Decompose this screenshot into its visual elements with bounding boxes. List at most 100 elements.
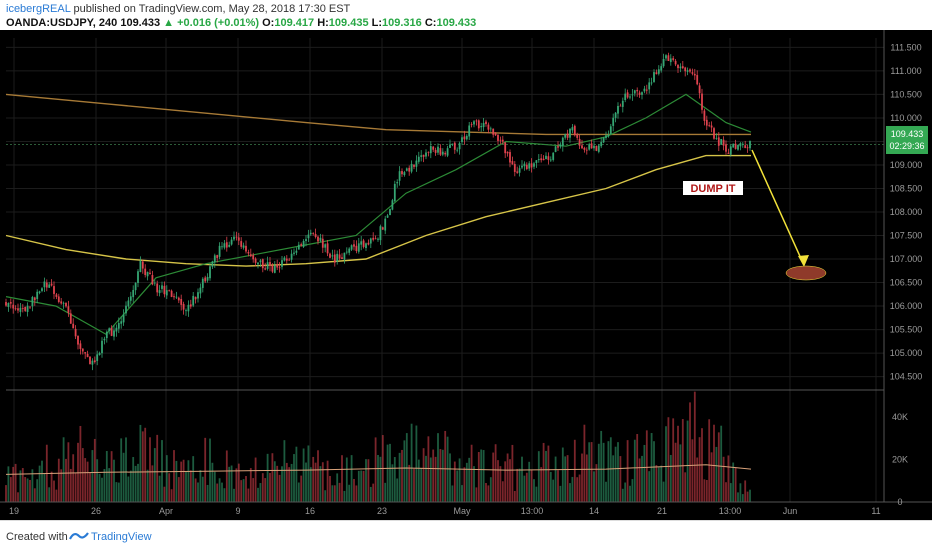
volume-bar [36, 479, 39, 502]
candle-body [746, 147, 749, 149]
candle-body [720, 139, 723, 145]
candle-body [523, 163, 526, 167]
volume-bar [307, 445, 310, 502]
candle-body [549, 159, 552, 161]
volume-bar [302, 448, 305, 502]
volume-bar [641, 455, 643, 502]
candle-body [497, 134, 499, 141]
candle-body [187, 304, 190, 312]
candle-body [72, 323, 75, 329]
candle-body [619, 105, 622, 107]
volume-bar [297, 482, 300, 502]
time-tick-label: 21 [657, 506, 667, 516]
volume-bar [33, 488, 36, 502]
volume-bar [353, 478, 355, 502]
volume-bar [110, 451, 113, 502]
candle-body [96, 354, 99, 361]
candle-body [427, 151, 430, 153]
candle-body [321, 238, 324, 248]
volume-bar [60, 469, 63, 502]
close-label: C: [424, 17, 437, 29]
volume-bar [89, 472, 91, 502]
candle-body [223, 243, 226, 248]
volume-bar [429, 457, 432, 502]
volume-bar [494, 444, 497, 502]
volume-bar [696, 457, 699, 502]
price-chart[interactable]: 111.500111.000110.500110.000109.500109.0… [0, 30, 932, 520]
volume-bar [62, 437, 65, 502]
price-tag-countdown: 02:29:36 [889, 141, 924, 151]
symbol-label[interactable]: OANDA:USDJPY, 240 [6, 17, 118, 29]
candle-body [153, 282, 156, 284]
volume-bar [41, 460, 43, 502]
volume-bar [444, 430, 447, 502]
volume-bar [612, 455, 615, 502]
candle-body [357, 243, 360, 252]
candle-body [451, 143, 454, 145]
created-with-label: Created with [6, 531, 68, 543]
up-arrow-icon: ▲ [163, 17, 175, 29]
price-tick-label: 107.500 [890, 231, 923, 241]
author-link[interactable]: icebergREAL [6, 3, 71, 15]
candle-body [393, 183, 396, 202]
volume-bar [343, 490, 346, 502]
volume-bar [633, 439, 636, 502]
candle-body [245, 245, 247, 252]
time-tick-label: Jun [783, 506, 798, 516]
candle-body [583, 147, 586, 150]
volume-bar [209, 438, 211, 502]
candle-body [473, 121, 475, 125]
candle-body [305, 239, 307, 241]
volume-bar [218, 478, 221, 502]
candle-body [125, 305, 127, 314]
volume-bar [552, 479, 555, 502]
volume-bar [480, 449, 483, 502]
volume-bar [137, 463, 139, 502]
volume-bar [336, 473, 339, 502]
tradingview-link[interactable]: TradingView [91, 531, 152, 543]
volume-bar [163, 486, 166, 502]
candle-body [458, 143, 461, 150]
volume-bar [600, 430, 603, 502]
candle-body [588, 144, 591, 150]
candle-body [122, 314, 125, 323]
volume-bar [314, 462, 317, 502]
candle-body [693, 73, 696, 76]
volume-bar [331, 485, 334, 502]
candle-body [21, 308, 24, 309]
volume-bar [638, 458, 641, 502]
volume-bar [437, 433, 439, 502]
candle-body [537, 159, 540, 161]
candle-body [470, 124, 473, 126]
volume-bar [362, 470, 365, 502]
volume-bar [230, 465, 233, 502]
candle-body [612, 117, 615, 126]
candle-body [501, 139, 504, 142]
candle-body [120, 321, 123, 324]
candle-body [657, 69, 660, 74]
volume-bar [583, 424, 586, 502]
candle-body [264, 268, 267, 270]
candle-body [533, 163, 535, 167]
candle-body [233, 236, 235, 240]
candle-body [655, 72, 658, 75]
volume-bar [413, 468, 415, 502]
volume-bar [513, 490, 516, 502]
candle-body [410, 163, 413, 172]
volume-bar [501, 481, 504, 502]
volume-bar [645, 430, 648, 502]
volume-bar [156, 434, 159, 502]
candle-body [348, 248, 351, 253]
footer: Created with TradingView [0, 520, 932, 551]
candle-body [638, 92, 641, 95]
candle-body [401, 171, 403, 175]
volume-bar [103, 469, 106, 502]
candle-body [249, 254, 252, 257]
candle-body [165, 290, 168, 296]
volume-bar [487, 485, 490, 502]
candle-body [660, 66, 663, 71]
candle-body [69, 313, 72, 324]
candle-body [5, 302, 7, 306]
volume-bar [569, 483, 571, 502]
volume-bar [369, 486, 372, 502]
